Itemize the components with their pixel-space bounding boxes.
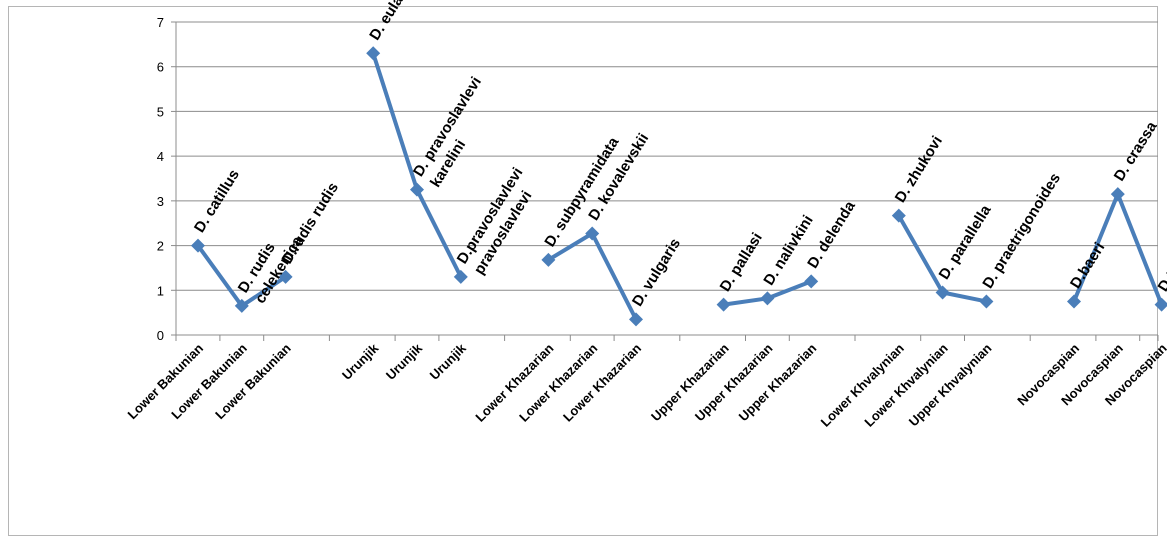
x-tick-label: Lower Khazarian [472, 340, 556, 424]
point-label-line: D. pallasi [717, 230, 766, 295]
point-label-line: D.rudis rudis [279, 180, 342, 267]
point-label: D. praetrigonoides [979, 170, 1064, 291]
point-label: D. nalivkini [760, 212, 816, 288]
data-point-marker [1110, 187, 1125, 202]
data-point-marker [585, 226, 600, 241]
y-tick-label: 7 [157, 15, 164, 30]
x-tick-label: Lower Khazarian [560, 340, 644, 424]
point-label: D. vulgaris [629, 235, 684, 309]
series-lines [196, 52, 1164, 321]
data-markers [191, 46, 1167, 327]
data-point-marker [716, 297, 731, 312]
y-tick-label: 0 [157, 328, 164, 343]
x-tick-label: Lower Bakunian [168, 340, 250, 422]
point-label-line: D trigonoides [1155, 204, 1167, 295]
data-point-marker [366, 46, 381, 61]
point-label: D. crassa [1111, 118, 1161, 184]
x-tick-label: Lower Khvalynian [861, 340, 950, 429]
y-tick-labels: 0 1 2 3 4 5 6 7 [157, 15, 164, 343]
y-tick-label: 6 [157, 60, 164, 75]
data-point-marker [935, 285, 950, 300]
point-label-line: D. vulgaris [629, 235, 684, 309]
gridlines [176, 21, 1158, 291]
y-tick-label: 2 [157, 239, 164, 254]
data-point-marker [410, 182, 424, 197]
x-tick-label: Lower Bakunian [212, 340, 294, 422]
point-label: D. zhukovi [892, 133, 946, 206]
point-label: D trigonoides [1155, 204, 1167, 295]
y-tick-label: 4 [157, 149, 164, 164]
point-label: D. delenda [804, 198, 859, 272]
data-point-marker [1154, 297, 1167, 312]
series-line-segment [547, 231, 638, 321]
data-point-marker [541, 252, 556, 267]
y-tick-label: 3 [157, 194, 164, 209]
axes [171, 21, 1159, 341]
data-point-marker [760, 291, 775, 306]
point-label: D.baeri [1067, 239, 1108, 291]
x-tick-label: Urunjik [339, 340, 382, 383]
data-point-marker [234, 298, 249, 313]
y-tick-label: 5 [157, 104, 164, 119]
data-point-marker [891, 208, 906, 223]
x-tick-label: Urunjik [383, 340, 426, 383]
point-label-line: D. crassa [1111, 118, 1161, 184]
data-point-marker [278, 269, 293, 284]
x-tick-label: Urunjik [427, 340, 470, 383]
x-tick-label: Lower Khazarian [516, 340, 600, 424]
chart-frame [8, 6, 1158, 536]
data-point-marker [629, 312, 643, 327]
point-label-line: D. nalivkini [760, 212, 816, 288]
data-point-marker [191, 238, 205, 253]
data-point-marker [453, 269, 468, 284]
data-point-marker [804, 274, 819, 289]
point-label: D.rudis rudis [279, 180, 342, 267]
point-label-line: D. delenda [804, 198, 859, 272]
point-label: D. pallasi [717, 230, 766, 295]
point-label-line: D. praetrigonoides [979, 170, 1064, 291]
point-label-line: D.baeri [1067, 239, 1108, 291]
data-point-marker [1067, 294, 1081, 309]
x-tick-label: Lower Khvalynian [818, 340, 907, 429]
y-tick-label: 1 [157, 283, 164, 298]
x-tick-label: Upper Khvalynian [906, 340, 995, 429]
x-tick-label: Upper Khazarian [692, 340, 776, 424]
x-tick-label: Lower Bakunian [125, 340, 207, 422]
x-tick-label: Upper Khazarian [736, 340, 820, 424]
data-point-marker [979, 294, 994, 309]
point-label-line: D. zhukovi [892, 133, 946, 206]
x-tick-label: Upper Khazarian [648, 340, 732, 424]
